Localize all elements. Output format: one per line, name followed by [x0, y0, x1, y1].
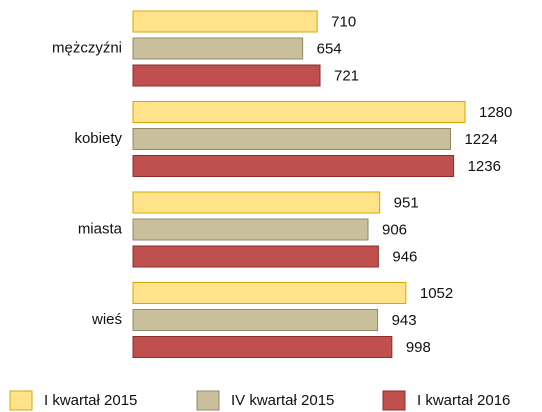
value-label: 710 [331, 13, 356, 30]
category-label: mężczyźni [52, 39, 122, 56]
value-label: 1052 [420, 285, 453, 302]
value-label: 1280 [479, 104, 512, 121]
bar [132, 309, 379, 331]
value-label: 654 [317, 40, 342, 57]
legend-swatch [196, 390, 220, 411]
bar [132, 282, 407, 304]
bar [132, 128, 451, 150]
category-label: kobiety [74, 130, 122, 147]
legend-swatch [9, 390, 33, 411]
bar [132, 191, 381, 214]
value-label: 951 [394, 194, 419, 211]
bar [132, 218, 369, 241]
legend-label: IV kwartał 2015 [231, 392, 334, 409]
bar [132, 101, 466, 123]
bar [132, 10, 318, 33]
value-label: 998 [406, 339, 431, 356]
bar [132, 336, 393, 358]
category-label: miasta [78, 220, 123, 237]
bar [132, 245, 379, 268]
value-label: 946 [392, 248, 417, 265]
legend-swatch [382, 390, 406, 411]
bar [132, 155, 455, 177]
legend-label: I kwartał 2015 [44, 392, 137, 409]
bar [132, 64, 321, 87]
legend-label: I kwartał 2016 [417, 392, 510, 409]
bar [132, 37, 304, 60]
category-label: wieś [91, 311, 122, 328]
value-label: 906 [382, 221, 407, 238]
value-label: 943 [392, 312, 417, 329]
value-label: 1224 [464, 131, 497, 148]
value-label: 1236 [468, 158, 501, 175]
value-label: 721 [334, 67, 359, 84]
